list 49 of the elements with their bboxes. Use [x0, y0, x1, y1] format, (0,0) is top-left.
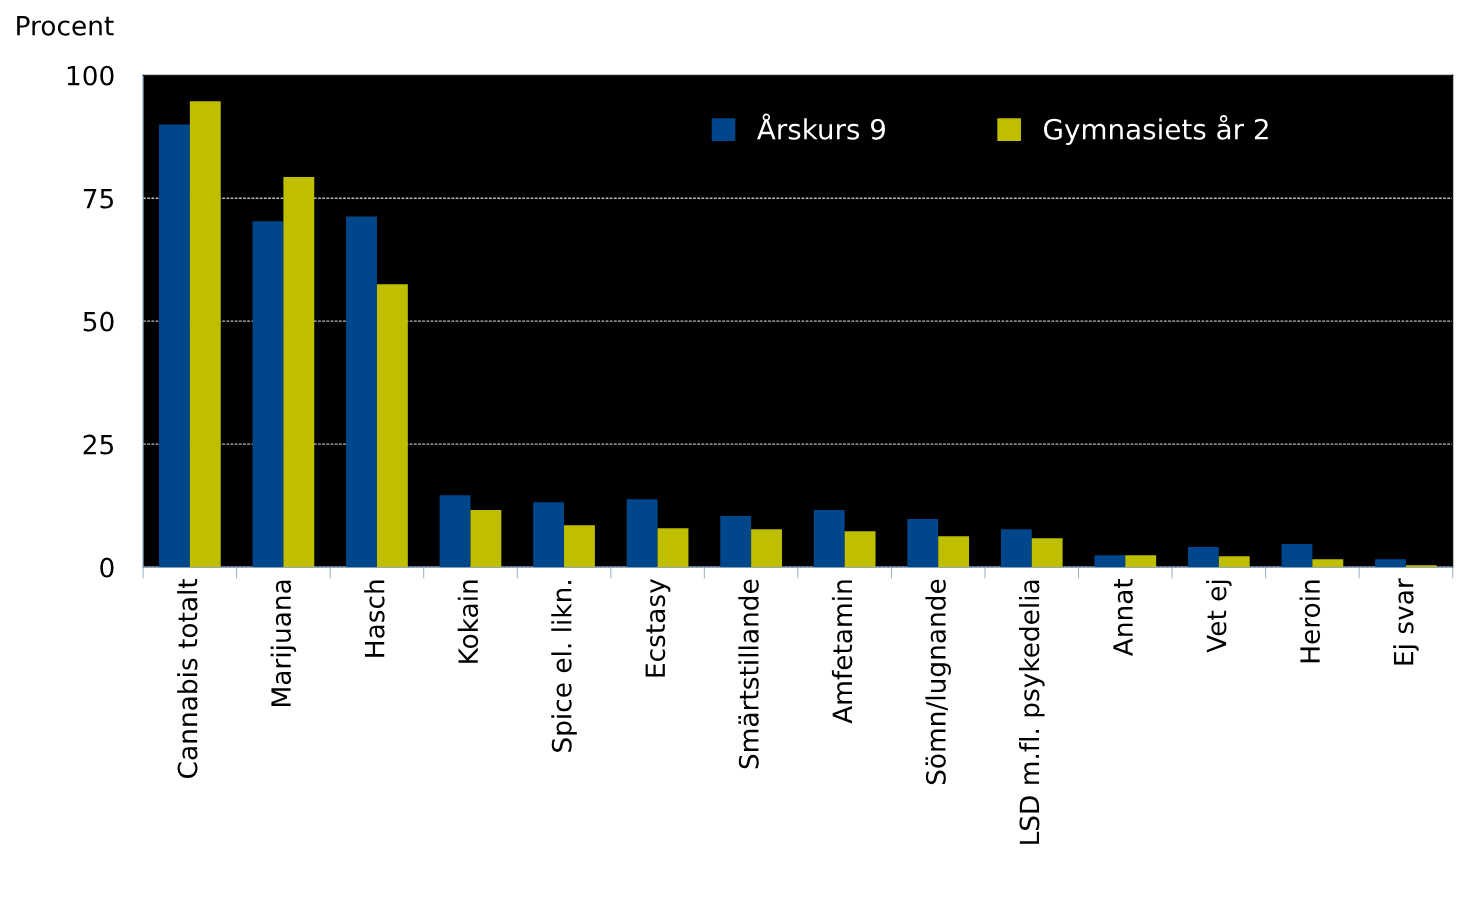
bar: [907, 518, 939, 568]
bar: [470, 510, 502, 568]
x-tick-label: Cannabis totalt: [177, 578, 198, 778]
x-tick-label: Ecstasy: [645, 579, 671, 677]
y-tick-label: 100: [67, 65, 114, 86]
x-tick-label: Vet ej: [1206, 580, 1232, 653]
bar: [1094, 555, 1126, 568]
x-tick-label: Hasch: [364, 580, 385, 657]
x-tick-label: Ej svar: [1393, 578, 1419, 665]
x-tick-label: Kokain: [457, 580, 479, 663]
x-tick-label: Smärtstillande: [738, 579, 759, 769]
bar: [751, 529, 782, 568]
bar: [533, 502, 565, 568]
bar: [1187, 546, 1219, 568]
bar: [720, 515, 752, 568]
x-tick-label: LSD m.fl. psykedelia: [1018, 580, 1045, 844]
bar: [564, 525, 595, 568]
bar: [1000, 529, 1032, 568]
y-axis-title: Procent: [17, 16, 114, 36]
y-tick-label: 0: [100, 557, 114, 578]
bar: [1125, 555, 1157, 568]
y-tick-label: 75: [83, 188, 113, 209]
x-tick-label: Marijuana: [270, 580, 297, 706]
bar: [158, 124, 190, 568]
bar: [813, 510, 845, 568]
bar: [1218, 556, 1250, 568]
bar: [844, 531, 876, 568]
bar: [346, 216, 377, 568]
x-tick-label: Heroin: [1299, 580, 1321, 663]
legend-label: Gymnasiets år 2: [1044, 114, 1268, 146]
bar: [938, 536, 970, 568]
bar: [1375, 559, 1406, 568]
x-tick-label: Amfetamin: [831, 580, 853, 724]
y-tick-label: 50: [83, 311, 114, 332]
y-tick-label: 25: [83, 434, 113, 455]
bar: [376, 284, 408, 568]
x-tick-label: Sömn/lugnande: [925, 579, 951, 785]
bar: [1031, 538, 1063, 568]
bar: [283, 177, 315, 568]
x-tick-label: Annat: [1113, 578, 1133, 657]
legend-label: Årskurs 9: [757, 113, 885, 140]
bar: [1312, 559, 1344, 568]
bar: [626, 499, 658, 568]
bar: [439, 495, 471, 568]
bar: [1281, 544, 1313, 568]
x-tick-label: Spice el. likn.: [551, 581, 577, 752]
bar: [657, 528, 689, 568]
bar: [189, 101, 221, 568]
bar: [252, 221, 284, 568]
